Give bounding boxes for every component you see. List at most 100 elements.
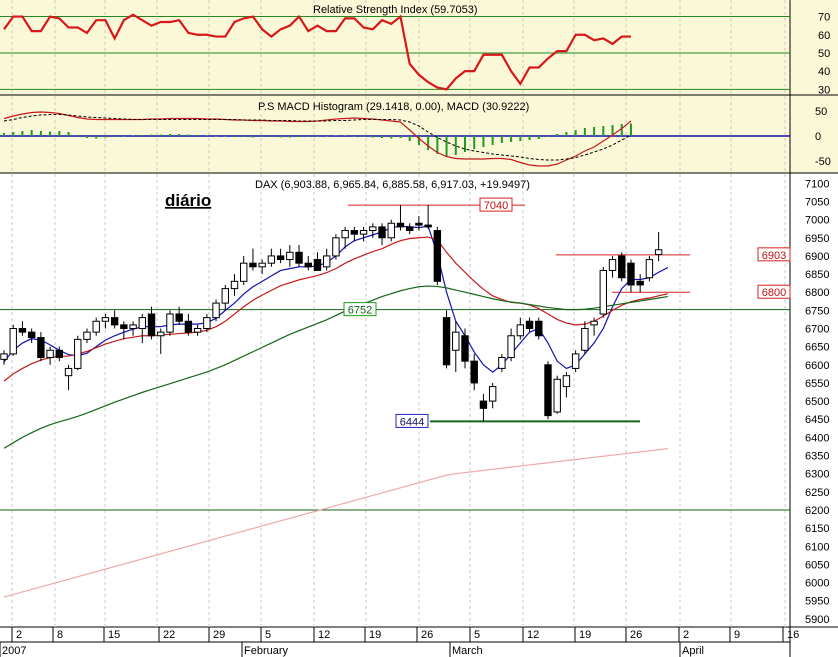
x-tick-label: 5 xyxy=(265,629,271,641)
macd-histogram-bar xyxy=(132,135,135,136)
x-tick-label: 9 xyxy=(734,629,740,641)
macd-histogram-bar xyxy=(67,132,70,136)
candle-body xyxy=(221,288,229,304)
macd-histogram-bar xyxy=(417,136,420,145)
month-label: March xyxy=(452,645,483,657)
level-box-6903 xyxy=(757,247,791,262)
candle-body xyxy=(295,251,303,264)
level-box-6752 xyxy=(343,302,377,317)
macd-histogram-bar xyxy=(334,135,337,136)
price-tick-6150: 6150 xyxy=(805,523,829,535)
macd-histogram-bar xyxy=(58,131,61,136)
macd-histogram-bar xyxy=(436,136,439,154)
x-tick-label: 16 xyxy=(787,629,799,641)
macd-histogram-bar xyxy=(537,136,540,139)
rsi-tick-40: 40 xyxy=(818,66,830,78)
x-tick-label: 12 xyxy=(527,629,539,641)
x-tick-label: 5 xyxy=(474,629,480,641)
candle-body xyxy=(313,259,322,271)
candle-body xyxy=(525,320,534,330)
macd-tick-50: 50 xyxy=(815,106,827,118)
candle-body xyxy=(627,262,635,286)
macd-histogram-bar xyxy=(602,126,605,136)
candle-body xyxy=(654,249,663,256)
candle-body xyxy=(55,349,64,359)
macd-histogram-bar xyxy=(491,136,494,145)
macd-tick-0: 0 xyxy=(815,131,821,143)
macd-histogram-bar xyxy=(288,136,291,138)
macd-histogram-bar xyxy=(141,135,144,136)
macd-histogram-bar xyxy=(178,134,181,136)
macd-histogram-bar xyxy=(261,136,264,137)
price-tick-6900: 6900 xyxy=(805,251,829,263)
candle-body xyxy=(212,302,220,319)
candle-body xyxy=(27,331,36,339)
macd-histogram-bar xyxy=(159,134,162,136)
candle-body xyxy=(0,353,8,360)
price-tick-7050: 7050 xyxy=(805,196,829,208)
month-label: April xyxy=(682,645,704,657)
macd-histogram-bar xyxy=(30,130,33,136)
macd-histogram-bar xyxy=(399,136,402,138)
candle-body xyxy=(157,331,165,337)
price-tick-6550: 6550 xyxy=(805,378,829,390)
rsi-tick-50: 50 xyxy=(818,48,830,60)
candle-body xyxy=(92,320,100,333)
candle-body xyxy=(276,255,285,261)
candle-body xyxy=(433,230,442,282)
rsi-panel xyxy=(0,13,790,91)
macd-histogram-bar xyxy=(85,136,88,138)
macd-histogram-bar xyxy=(49,131,52,136)
macd-histogram-bar xyxy=(215,136,218,137)
x-tick-label: 15 xyxy=(108,629,120,641)
candle-body xyxy=(18,328,27,333)
annotation-diario: diário xyxy=(165,191,211,210)
macd-histogram-bar xyxy=(611,125,614,136)
macd-histogram-bar xyxy=(408,136,411,141)
macd-histogram-bar xyxy=(454,136,457,155)
macd-histogram-bar xyxy=(279,136,282,138)
price-tick-6850: 6850 xyxy=(805,269,829,281)
month-label: February xyxy=(244,645,289,657)
candle-body xyxy=(37,337,45,359)
macd-histogram-bar xyxy=(556,134,559,136)
ma-long xyxy=(3,285,668,449)
price-title: DAX (6,903.88, 6,965.84, 6,885.58, 6,917… xyxy=(255,179,530,191)
candle-body xyxy=(415,222,423,226)
candle-body xyxy=(267,255,276,264)
macd-histogram-bar xyxy=(113,136,116,137)
candle-body xyxy=(193,328,202,333)
candle-body xyxy=(636,280,644,286)
price-tick-6500: 6500 xyxy=(805,396,829,408)
macd-histogram-bar xyxy=(344,135,347,136)
price-tick-6650: 6650 xyxy=(805,342,829,354)
macd-histogram-bar xyxy=(629,123,632,136)
price-tick-6350: 6350 xyxy=(805,451,829,463)
candle-body xyxy=(286,251,294,261)
rsi-title: Relative Strength Index (59.7053) xyxy=(313,4,478,16)
macd-histogram-bar xyxy=(233,136,236,137)
candle-body xyxy=(369,226,377,232)
price-tick-6800: 6800 xyxy=(805,287,829,299)
macd-title: P.S MACD Histogram (29.1418, 0.00), MACD… xyxy=(258,101,529,113)
candle-body xyxy=(175,313,183,322)
candle-body xyxy=(396,222,405,228)
candle-body xyxy=(498,357,506,369)
price-tick-6400: 6400 xyxy=(805,432,829,444)
candle-body xyxy=(203,317,211,330)
month-label: 2007 xyxy=(2,645,26,657)
macd-histogram-bar xyxy=(353,136,356,137)
candle-body xyxy=(461,335,469,362)
price-tick-7000: 7000 xyxy=(805,215,829,227)
macd-line xyxy=(3,111,632,167)
level-box-6444 xyxy=(395,413,429,428)
macd-histogram-bar xyxy=(390,136,393,139)
candle-body xyxy=(304,262,312,268)
macd-histogram-bar xyxy=(445,136,448,156)
macd-histogram-bar xyxy=(381,136,384,138)
candle-body xyxy=(488,386,497,402)
candle-body xyxy=(553,378,561,413)
candle-body xyxy=(387,222,395,239)
macd-histogram-bar xyxy=(251,136,254,138)
level-label-6444: 6444 xyxy=(400,416,424,428)
